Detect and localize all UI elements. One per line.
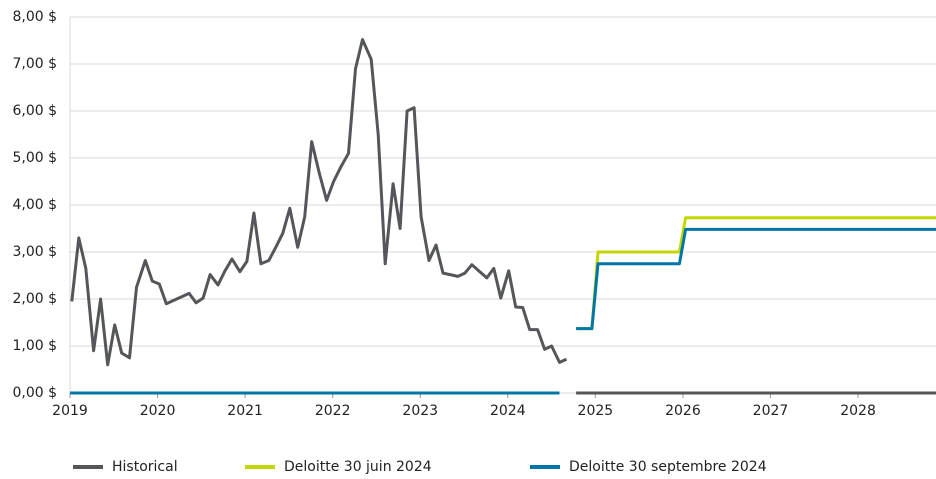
y-tick-label: 1,00 $ bbox=[12, 338, 57, 354]
x-tick-label: 2019 bbox=[52, 403, 88, 419]
y-tick-label: 7,00 $ bbox=[12, 56, 57, 72]
y-tick-label: 4,00 $ bbox=[12, 197, 57, 213]
x-tick-label: 2025 bbox=[578, 403, 614, 419]
x-tick-label: 2027 bbox=[753, 403, 789, 419]
y-tick-label: 0,00 $ bbox=[12, 385, 57, 401]
y-tick-label: 2,00 $ bbox=[12, 291, 57, 307]
x-tick-label: 2024 bbox=[490, 403, 526, 419]
x-tick-label: 2026 bbox=[665, 403, 701, 419]
y-tick-label: 3,00 $ bbox=[12, 244, 57, 260]
legend-label: Historical bbox=[112, 459, 178, 475]
legend-label: Deloitte 30 septembre 2024 bbox=[569, 459, 767, 475]
series-line bbox=[70, 227, 936, 395]
x-tick-label: 2028 bbox=[840, 403, 876, 419]
series-line bbox=[576, 216, 936, 331]
y-tick-label: 5,00 $ bbox=[12, 150, 57, 166]
series-line bbox=[70, 38, 936, 395]
x-tick-label: 2021 bbox=[227, 403, 263, 419]
x-tick-label: 2023 bbox=[402, 403, 438, 419]
x-tick-label: 2022 bbox=[315, 403, 351, 419]
legend-label: Deloitte 30 juin 2024 bbox=[284, 459, 432, 475]
x-tick-label: 2020 bbox=[140, 403, 176, 419]
y-tick-label: 6,00 $ bbox=[12, 103, 57, 119]
y-tick-label: 8,00 $ bbox=[12, 9, 57, 25]
